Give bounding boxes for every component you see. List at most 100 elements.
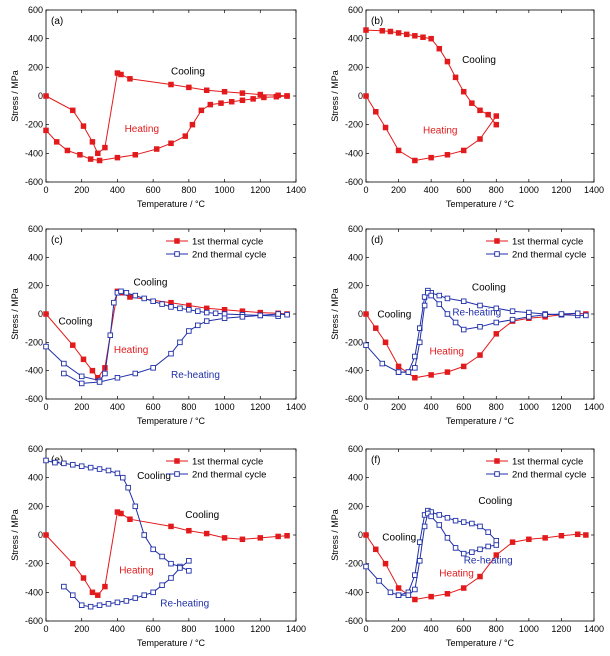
y-tick-label: 200 [348,281,363,291]
data-point [203,87,210,94]
data-point [53,139,60,145]
series-line-1 [365,533,586,601]
legend-entry: 1st thermal cycle [512,457,583,468]
annotation-label: Cooling [185,510,219,521]
data-point [542,311,548,318]
data-point [203,318,210,324]
data-point [132,595,139,601]
series-line-2 [365,289,586,373]
data-point [239,536,246,543]
data-point [102,144,108,151]
data-point [114,375,121,381]
data-point [87,156,94,162]
data-point [382,339,389,346]
data-point [87,603,94,610]
data-point [195,322,201,329]
series-line-3 [63,313,288,384]
data-point [168,350,174,357]
x-tick-label: 200 [391,624,406,634]
data-point [61,370,67,377]
data-point [132,370,139,377]
data-point [493,552,500,558]
x-tick-label: 400 [110,402,125,412]
data-point [118,71,124,78]
data-point [460,519,467,525]
data-point [395,147,402,154]
annotation-label: Re-heating [171,370,220,381]
data-point [70,342,76,348]
x-tick-label: 600 [146,185,161,195]
data-point [221,315,228,322]
data-point [114,599,121,606]
y-tick-label: 0 [358,309,363,319]
x-tick-label: 1200 [250,624,270,634]
data-point [228,98,235,105]
annotation-label: Cooling [137,471,171,482]
data-point [460,326,467,333]
x-tick-label: 200 [74,624,89,634]
annotation-label: Cooling [377,310,411,321]
data-point [542,535,548,541]
series-line-1 [365,312,586,379]
x-axis-label: Temperature / °C [446,416,515,426]
data-point [52,459,58,466]
data-point [477,324,483,330]
annotation-label: Cooling [478,496,512,507]
legend-marker [174,238,180,244]
annotation-label: Re-heating [452,307,501,318]
x-tick-label: 400 [424,624,439,634]
data-point [376,578,382,584]
data-point [127,76,133,82]
x-tick-label: 1400 [584,402,604,412]
data-point [186,84,192,91]
annotation-label: Heating [119,566,153,577]
data-point [61,583,67,590]
data-point [70,560,76,567]
data-point [395,585,402,591]
y-tick-label: -200 [25,337,43,347]
data-point [493,331,500,337]
y-tick-label: -600 [25,394,43,404]
data-point [412,157,418,164]
data-point [382,560,389,567]
y-tick-label: 600 [28,444,43,454]
data-point [444,591,451,597]
x-tick-label: 0 [363,624,368,634]
y-tick-label: -600 [25,616,43,626]
data-point [78,602,85,608]
data-point [95,592,101,598]
data-point [526,536,532,543]
data-point [78,463,85,469]
y-tick-label: 400 [28,473,43,483]
x-tick-label: 0 [43,185,48,195]
data-point [127,294,133,300]
x-tick-label: 1200 [250,185,270,195]
data-point [141,592,147,598]
chart-panel-5: 0 200 400 600 800 1000 1200 1400 -600 -400 -200 0 20… [10,444,306,648]
panel-label: (a) [51,16,63,27]
data-point [428,292,434,299]
x-tick-label: 600 [456,402,471,412]
data-point [132,152,139,158]
y-tick-label: -600 [345,394,363,404]
data-point [583,312,589,319]
data-point [460,88,467,95]
y-tick-label: -600 [25,177,43,187]
x-tick-label: 1400 [286,402,306,412]
x-tick-label: 0 [363,402,368,412]
x-tick-label: 600 [146,624,161,634]
data-point [395,592,402,598]
data-point [477,302,483,309]
data-point [118,510,124,517]
data-point [78,373,85,380]
data-point [425,290,431,296]
legend-marker [174,471,180,477]
data-point [363,532,369,538]
annotation-label: Heating [430,346,464,357]
legend-entry: 2nd thermal cycle [192,250,266,261]
data-point [363,563,369,570]
data-point [412,365,418,371]
annotation-label: Cooling [472,283,506,294]
y-tick-label: 600 [348,5,363,15]
series-line-2 [365,509,497,596]
